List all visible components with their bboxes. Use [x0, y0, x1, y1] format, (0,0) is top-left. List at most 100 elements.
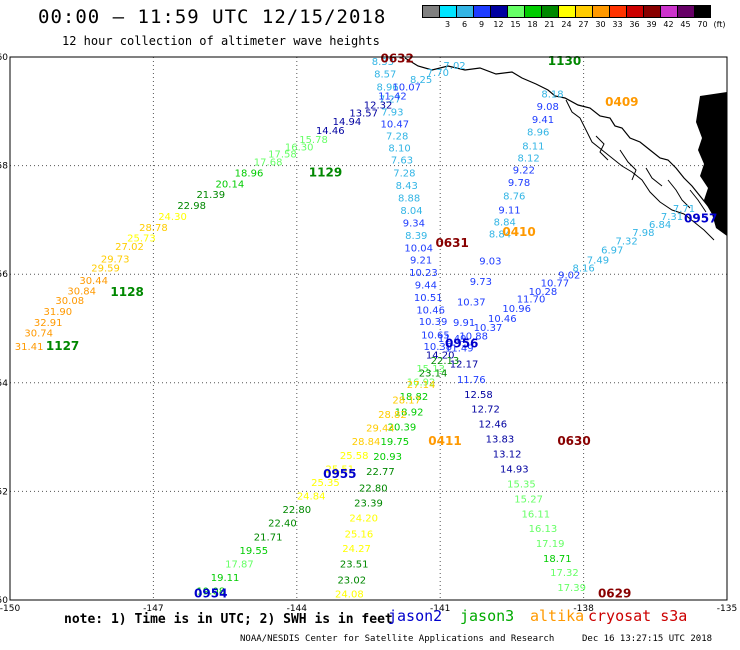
- wave-height-value: 25.51: [325, 464, 354, 475]
- legend-label: 12: [493, 20, 504, 29]
- wave-height-value: 31.41: [15, 342, 44, 353]
- wave-height-value: 10.39: [419, 317, 448, 328]
- wave-height-value: 8.16: [572, 263, 594, 274]
- legend-label: 24: [561, 20, 572, 29]
- wave-height-value: 10.23: [409, 268, 438, 279]
- wave-height-value: 17.39: [557, 583, 586, 594]
- legend-item: 18: [524, 5, 541, 30]
- legend-swatch: [592, 5, 609, 18]
- legend-item: 21: [541, 5, 558, 30]
- legend-swatch: [660, 5, 677, 18]
- wave-height-value: 19.08: [196, 587, 225, 598]
- wave-height-value: 22.13: [431, 356, 460, 367]
- wave-height-value: 17.68: [254, 158, 283, 169]
- mainland-fill: [696, 92, 727, 236]
- satellite-label-jason3: jason3: [460, 607, 515, 625]
- wave-height-value: 8.96: [376, 83, 398, 94]
- wave-height-value: 30.08: [55, 296, 84, 307]
- legend-item: (ft): [711, 5, 728, 30]
- wave-height-value: 30.44: [79, 276, 108, 287]
- axis-layer: -150 -147 -144 -141 -138 -135 50 52 54 56 58 60: [0, 53, 737, 614]
- footer-note: note: 1) Time is in UTC; 2) SWH is in fe…: [64, 612, 393, 627]
- legend-item: 36: [626, 5, 643, 30]
- legend-item: 27: [575, 5, 592, 30]
- wave-height-value: 22.80: [359, 483, 388, 494]
- wave-height-value: 27.14: [407, 380, 436, 391]
- wave-height-value: 24.08: [335, 589, 364, 600]
- pass-time-label: 0629: [598, 586, 631, 600]
- pass-time-labels: 0632 1130 0409 1129 0957 0631 0410 1128 1127 0956…: [46, 51, 718, 600]
- legend-item: 70: [694, 5, 711, 30]
- wave-height-value: 18.71: [543, 554, 572, 565]
- pass-time-label: 1128: [110, 285, 143, 299]
- wave-height-value: 19.11: [211, 573, 240, 584]
- wave-height-value: 13.12: [493, 450, 522, 461]
- y-tick-label: 52: [0, 487, 8, 497]
- legend-item: 9: [473, 5, 490, 30]
- wave-height-value: 11.49: [438, 334, 467, 345]
- wave-height-value: 16.30: [285, 142, 314, 153]
- legend-label: 3: [444, 20, 451, 29]
- wave-height-value: 9.44: [415, 280, 437, 291]
- wave-height-value: 11.42: [378, 91, 407, 102]
- wave-height-value: 24.20: [349, 513, 378, 524]
- wave-height-value: 8.18: [541, 90, 563, 101]
- islands-coast: [595, 95, 728, 213]
- wave-height-value: 10.37: [457, 298, 486, 309]
- wave-height-value: 8.11: [522, 141, 544, 152]
- satellite-label-jason2: jason2: [388, 607, 443, 625]
- wave-height-value: 6.84: [649, 220, 671, 231]
- chart-title: 00:00 — 11:59 UTC 12/15/2018: [38, 6, 387, 28]
- wave-height-value: 17.58: [268, 149, 297, 160]
- wave-height-value: 15.13: [416, 364, 445, 375]
- legend-label: 21: [544, 20, 555, 29]
- wave-height-value: 28.78: [139, 223, 168, 234]
- pass-time-label: 0411: [428, 434, 461, 448]
- legend-item: [422, 5, 439, 30]
- wave-height-value: 11.49: [445, 343, 474, 354]
- legend-item: 6: [456, 5, 473, 30]
- wave-height-value: 8.25: [410, 75, 432, 86]
- wave-height-value: 25.73: [127, 234, 156, 245]
- wave-height-value: 7.02: [443, 61, 465, 72]
- wave-height-value: 12.72: [471, 405, 500, 416]
- wave-height-value: 9.34: [403, 218, 425, 229]
- x-tick-label: -150: [0, 604, 20, 614]
- satellite-label-cryosat: cryosat s3a: [588, 607, 688, 625]
- pass-time-label: 0410: [502, 225, 535, 239]
- wave-height-value: 9.73: [470, 277, 492, 288]
- generation-timestamp: Dec 16 13:27:15 UTC 2018: [582, 634, 713, 644]
- pass-time-label: 0955: [323, 467, 356, 481]
- wave-height-value: 8.12: [517, 153, 539, 164]
- alaska-interior-coast: [565, 99, 715, 241]
- wave-height-value: 8.43: [396, 181, 418, 192]
- chart-subtitle: 12 hour collection of altimeter wave hei…: [62, 34, 380, 48]
- color-legend: 3 6 9 12 15 18 21 24 27 30 33 36 39 42 45 70 (ft): [422, 5, 728, 30]
- y-tick-label: 54: [0, 379, 8, 389]
- wave-height-value: 8.76: [503, 191, 525, 202]
- legend-swatch: [609, 5, 626, 18]
- wave-height-value: 16.13: [529, 524, 558, 535]
- wave-height-value: 8.88: [398, 193, 420, 204]
- wave-height-value: 13.83: [486, 435, 515, 446]
- wave-height-value: 8.10: [388, 143, 410, 154]
- wave-height-value: 30.84: [67, 286, 96, 297]
- wave-height-value: 15.78: [299, 135, 328, 146]
- legend-label: 36: [629, 20, 640, 29]
- wave-height-value: 25.58: [340, 451, 369, 462]
- wave-height-value: 16.92: [407, 378, 436, 389]
- wave-height-value: 6.97: [601, 246, 623, 257]
- wave-height-value: 9.21: [410, 255, 432, 266]
- wave-height-value: 18.92: [395, 407, 424, 418]
- wave-height-value: 19.75: [380, 437, 409, 448]
- pass-time-label: 0630: [557, 434, 590, 448]
- wave-height-value: 14.46: [316, 126, 345, 137]
- wave-height-value: 8.39: [405, 231, 427, 242]
- y-tick-label: 58: [0, 162, 8, 172]
- wave-height-value: 9.03: [479, 256, 501, 267]
- wave-height-value: 23.51: [340, 559, 369, 570]
- wave-height-value: 9.02: [558, 271, 580, 282]
- legend-item: 24: [558, 5, 575, 30]
- wave-height-value: 24.30: [158, 212, 187, 223]
- legend-label: (ft): [713, 20, 726, 29]
